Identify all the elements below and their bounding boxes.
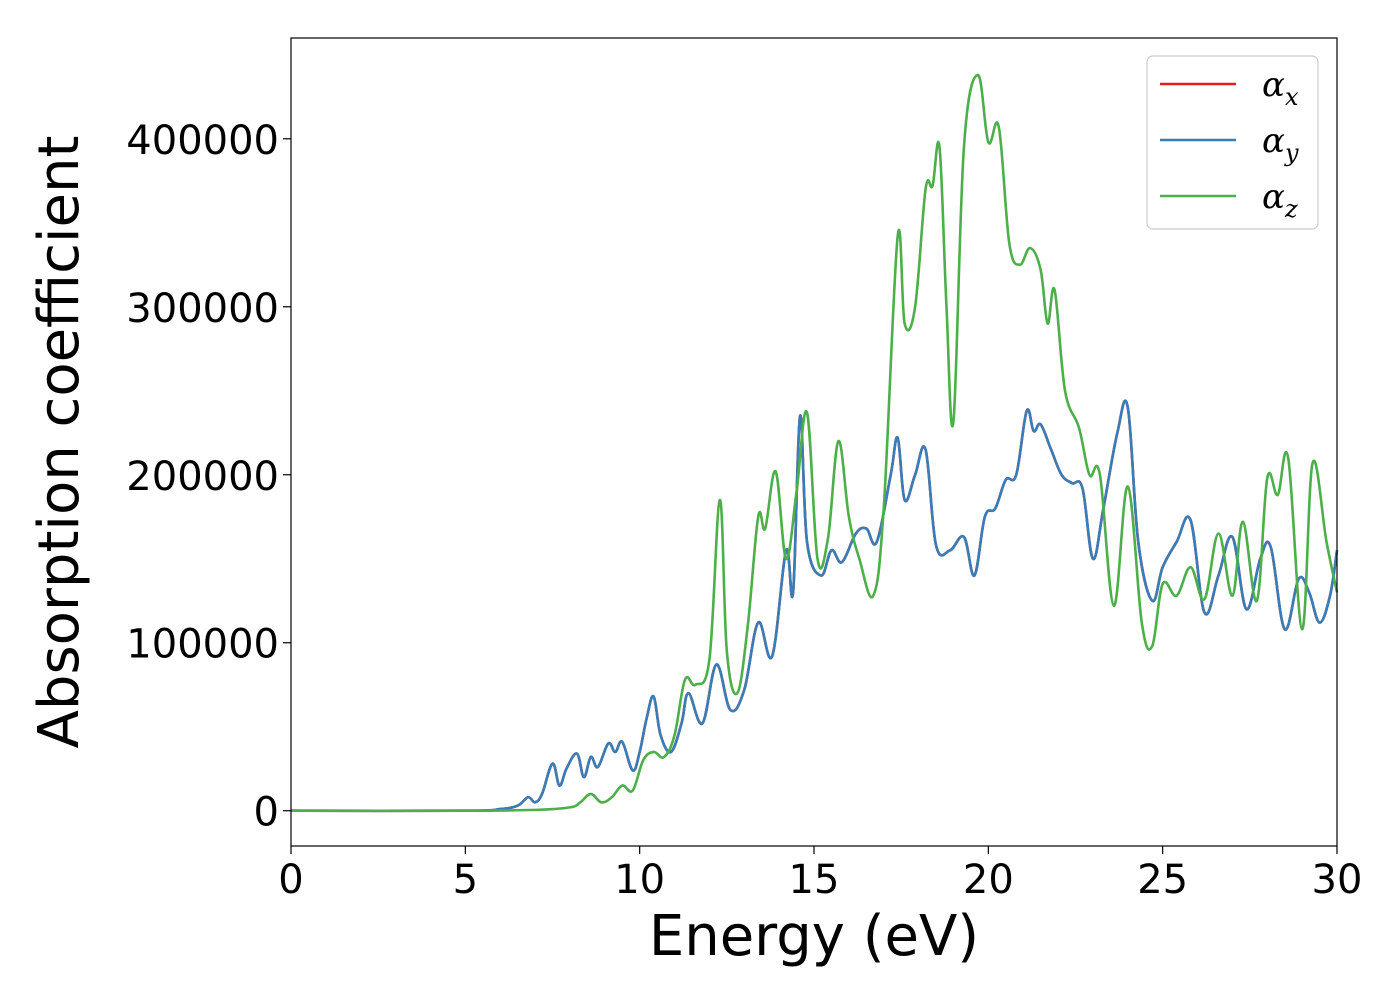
x-tick-label: 0: [278, 857, 303, 903]
legend-box: [1146, 55, 1319, 230]
y-axis-ticks: 0 100000 200000 300000 400000: [126, 118, 291, 836]
series-line-alpha-y: [290, 399, 1339, 813]
y-axis-label: Absorption coefficient: [27, 136, 92, 749]
x-axis-label: Energy (eV): [649, 904, 979, 969]
y-tick-label: 200000: [126, 454, 279, 500]
x-tick-label: 20: [963, 857, 1014, 903]
x-tick-label: 30: [1312, 857, 1363, 903]
series-line-alpha-z: [290, 73, 1339, 813]
y-tick-label: 300000: [126, 286, 279, 332]
y-tick-label: 100000: [126, 622, 279, 668]
x-tick-label: 10: [614, 857, 665, 903]
x-tick-label: 15: [789, 857, 840, 903]
y-tick-label: 0: [254, 790, 279, 836]
x-tick-label: 5: [453, 857, 478, 903]
y-tick-label: 400000: [126, 118, 279, 164]
x-tick-label: 25: [1137, 857, 1188, 903]
x-axis-ticks: 0 5 10 15 20 25 30: [278, 846, 1362, 903]
series-layer: [290, 73, 1339, 813]
